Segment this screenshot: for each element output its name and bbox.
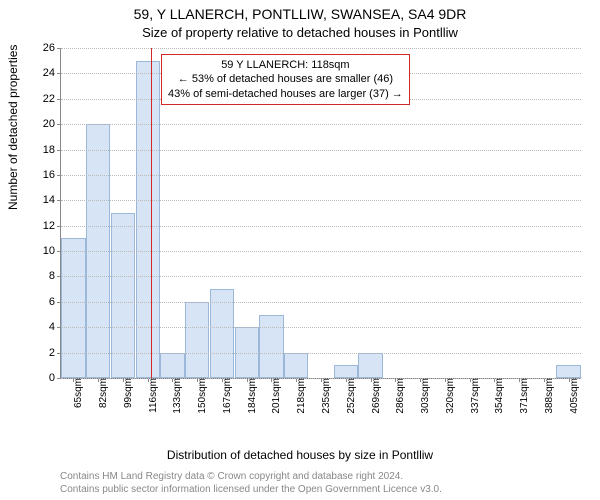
x-tick-label: 201sqm — [267, 378, 282, 414]
annotation-line: 59 Y LLANERCH: 118sqm — [168, 58, 403, 72]
y-tick-mark — [57, 73, 61, 74]
bar-slot: 320sqm — [432, 48, 457, 378]
histogram-bar — [61, 238, 85, 378]
annotation-line: ← 53% of detached houses are smaller (46… — [168, 72, 403, 86]
gridline — [61, 327, 581, 328]
x-tick-label: 99sqm — [119, 378, 134, 408]
histogram-bar — [556, 365, 580, 378]
y-tick-label: 14 — [43, 194, 55, 206]
y-tick-label: 4 — [49, 321, 55, 333]
x-tick-label: 269sqm — [367, 378, 382, 414]
histogram-bar — [358, 353, 382, 378]
histogram-bar — [136, 61, 160, 378]
gridline — [61, 48, 581, 49]
bar-slot: 354sqm — [482, 48, 507, 378]
histogram-bar — [185, 302, 209, 378]
y-tick-label: 2 — [49, 347, 55, 359]
y-tick-mark — [57, 99, 61, 100]
gridline — [61, 251, 581, 252]
x-axis-label: Distribution of detached houses by size … — [0, 448, 600, 462]
gridline — [61, 175, 581, 176]
y-tick-label: 6 — [49, 296, 55, 308]
y-tick-label: 10 — [43, 245, 55, 257]
y-tick-label: 24 — [43, 67, 55, 79]
histogram-bar — [334, 365, 358, 378]
x-tick-label: 150sqm — [193, 378, 208, 414]
chart-title-main: 59, Y LLANERCH, PONTLLIW, SWANSEA, SA4 9… — [0, 6, 600, 22]
x-tick-label: 303sqm — [416, 378, 431, 414]
reference-line — [151, 48, 152, 378]
y-tick-label: 20 — [43, 118, 55, 130]
bar-slot: 116sqm — [135, 48, 160, 378]
footer-line-2: Contains public sector information licen… — [60, 484, 442, 497]
gridline — [61, 302, 581, 303]
x-tick-label: 116sqm — [144, 378, 159, 413]
x-tick-label: 371sqm — [515, 378, 530, 414]
gridline — [61, 200, 581, 201]
bar-slot: 337sqm — [457, 48, 482, 378]
x-tick-label: 320sqm — [441, 378, 456, 414]
x-tick-label: 82sqm — [94, 378, 109, 408]
gridline — [61, 378, 581, 379]
bar-slot: 371sqm — [507, 48, 532, 378]
x-tick-label: 286sqm — [391, 378, 406, 414]
histogram-bar — [284, 353, 308, 378]
bar-slot: 65sqm — [61, 48, 86, 378]
bar-slot: 388sqm — [531, 48, 556, 378]
plot-area: 65sqm82sqm99sqm116sqm133sqm150sqm167sqm1… — [60, 48, 581, 379]
x-tick-label: 184sqm — [243, 378, 258, 414]
y-tick-mark — [57, 276, 61, 277]
y-tick-mark — [57, 48, 61, 49]
bar-slot: 99sqm — [111, 48, 136, 378]
x-tick-label: 167sqm — [218, 378, 233, 414]
footer-attribution: Contains HM Land Registry data © Crown c… — [60, 471, 442, 496]
bar-slot: 405sqm — [556, 48, 581, 378]
y-tick-mark — [57, 251, 61, 252]
y-tick-label: 18 — [43, 144, 55, 156]
bar-slot: 303sqm — [408, 48, 433, 378]
x-tick-label: 337sqm — [466, 378, 481, 414]
y-tick-mark — [57, 175, 61, 176]
y-tick-mark — [57, 124, 61, 125]
y-tick-mark — [57, 302, 61, 303]
x-tick-label: 354sqm — [490, 378, 505, 414]
x-tick-label: 235sqm — [317, 378, 332, 414]
y-tick-label: 8 — [49, 270, 55, 282]
y-tick-mark — [57, 353, 61, 354]
gridline — [61, 124, 581, 125]
chart-page: { "chart": { "type": "histogram", "title… — [0, 0, 600, 500]
histogram-bar — [160, 353, 184, 378]
annotation-line: 43% of semi-detached houses are larger (… — [168, 87, 403, 101]
x-tick-label: 65sqm — [69, 378, 84, 408]
x-tick-label: 405sqm — [565, 378, 580, 414]
y-tick-mark — [57, 327, 61, 328]
annotation-box: 59 Y LLANERCH: 118sqm← 53% of detached h… — [161, 54, 410, 105]
y-tick-mark — [57, 200, 61, 201]
y-tick-label: 16 — [43, 169, 55, 181]
y-axis-label: Number of detached properties — [6, 45, 20, 210]
chart-title-sub: Size of property relative to detached ho… — [0, 25, 600, 40]
x-tick-label: 133sqm — [168, 378, 183, 414]
y-tick-label: 26 — [43, 42, 55, 54]
histogram-bar — [259, 315, 283, 378]
gridline — [61, 276, 581, 277]
x-tick-label: 252sqm — [342, 378, 357, 414]
bar-slot: 82sqm — [86, 48, 111, 378]
gridline — [61, 226, 581, 227]
y-tick-label: 22 — [43, 93, 55, 105]
x-tick-label: 218sqm — [292, 378, 307, 414]
gridline — [61, 353, 581, 354]
y-tick-mark — [57, 378, 61, 379]
x-tick-label: 388sqm — [540, 378, 555, 414]
y-tick-mark — [57, 150, 61, 151]
gridline — [61, 150, 581, 151]
y-tick-label: 12 — [43, 220, 55, 232]
y-tick-label: 0 — [49, 372, 55, 384]
footer-line-1: Contains HM Land Registry data © Crown c… — [60, 471, 442, 484]
y-tick-mark — [57, 226, 61, 227]
